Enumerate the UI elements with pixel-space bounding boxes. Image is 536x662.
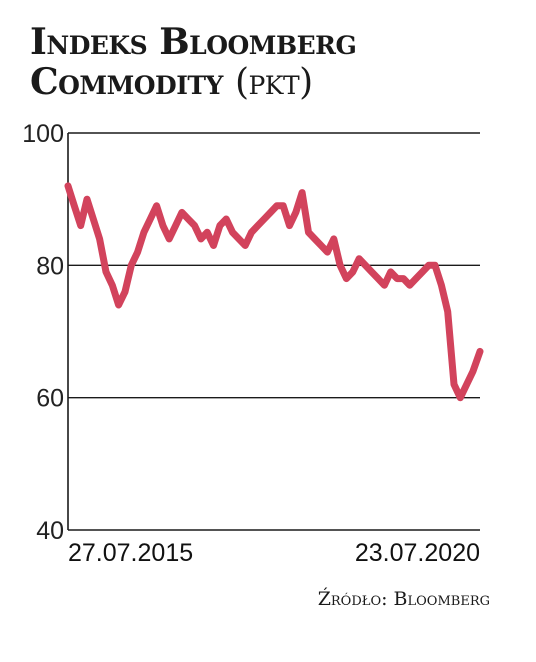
data-point [299, 189, 306, 196]
chart-title-main: Indeks Bloomberg Commodity [30, 21, 357, 103]
data-point [400, 275, 407, 282]
data-point [362, 262, 369, 269]
y-tick-label: 80 [36, 252, 64, 280]
data-point [457, 394, 464, 401]
data-point [311, 235, 318, 242]
x-tick-label-end: 23.07.2020 [355, 539, 480, 567]
chart-title: Indeks Bloomberg Commodity (pkt) [30, 22, 536, 103]
data-point [96, 235, 103, 242]
data-point [153, 202, 160, 209]
y-tick-label: 100 [22, 120, 64, 148]
data-point [470, 368, 476, 375]
data-point [292, 209, 299, 216]
data-point [159, 222, 166, 229]
data-point [381, 282, 388, 289]
data-point [229, 229, 236, 236]
data-point [324, 249, 331, 256]
data-point [84, 196, 90, 203]
data-point [387, 268, 394, 275]
data-point [413, 275, 419, 282]
data-point [65, 182, 71, 189]
data-point [128, 262, 135, 269]
data-point [235, 235, 242, 242]
data-point [103, 268, 109, 275]
data-point [254, 222, 261, 229]
data-point [204, 229, 211, 236]
data-point [318, 242, 325, 249]
data-point [463, 381, 470, 388]
data-point [280, 202, 287, 209]
data-point [356, 255, 363, 262]
data-point [330, 235, 337, 242]
data-point [286, 222, 293, 229]
data-point [134, 249, 141, 256]
data-point [178, 209, 185, 216]
x-tick-label-start: 27.07.2015 [68, 539, 193, 567]
data-point [349, 268, 356, 275]
data-point [368, 268, 375, 275]
data-point [343, 275, 350, 282]
y-tick-label: 40 [36, 517, 64, 545]
series-line-0 [64, 182, 484, 402]
data-point [216, 222, 223, 229]
data-point [477, 348, 483, 355]
data-point [305, 229, 312, 236]
data-point [166, 235, 173, 242]
data-point [109, 282, 116, 289]
data-point [261, 216, 268, 222]
data-point [71, 202, 78, 209]
data-point [172, 222, 179, 229]
data-point [273, 202, 280, 209]
chart-title-unit: (pkt) [234, 62, 313, 103]
data-point [147, 216, 154, 222]
data-point [375, 275, 382, 282]
data-point [248, 229, 255, 236]
data-point [432, 262, 438, 269]
data-point [444, 308, 451, 315]
data-point [337, 262, 344, 269]
data-point [115, 302, 122, 308]
data-point [223, 216, 230, 222]
data-point [242, 242, 249, 249]
data-point [210, 242, 217, 249]
source-note: Źródło: Bloomberg [317, 588, 490, 610]
data-point [394, 275, 401, 282]
data-point [406, 282, 413, 289]
data-point [425, 262, 432, 269]
data-point [185, 216, 192, 222]
data-point [419, 268, 426, 275]
data-point [438, 282, 445, 289]
y-tick-label: 60 [36, 385, 64, 413]
data-point [122, 288, 128, 295]
data-point [191, 222, 198, 229]
data-point [90, 216, 97, 222]
data-point [451, 381, 457, 388]
data-point [77, 222, 84, 229]
data-point [197, 235, 204, 242]
data-point [140, 229, 147, 236]
data-point [267, 209, 274, 216]
